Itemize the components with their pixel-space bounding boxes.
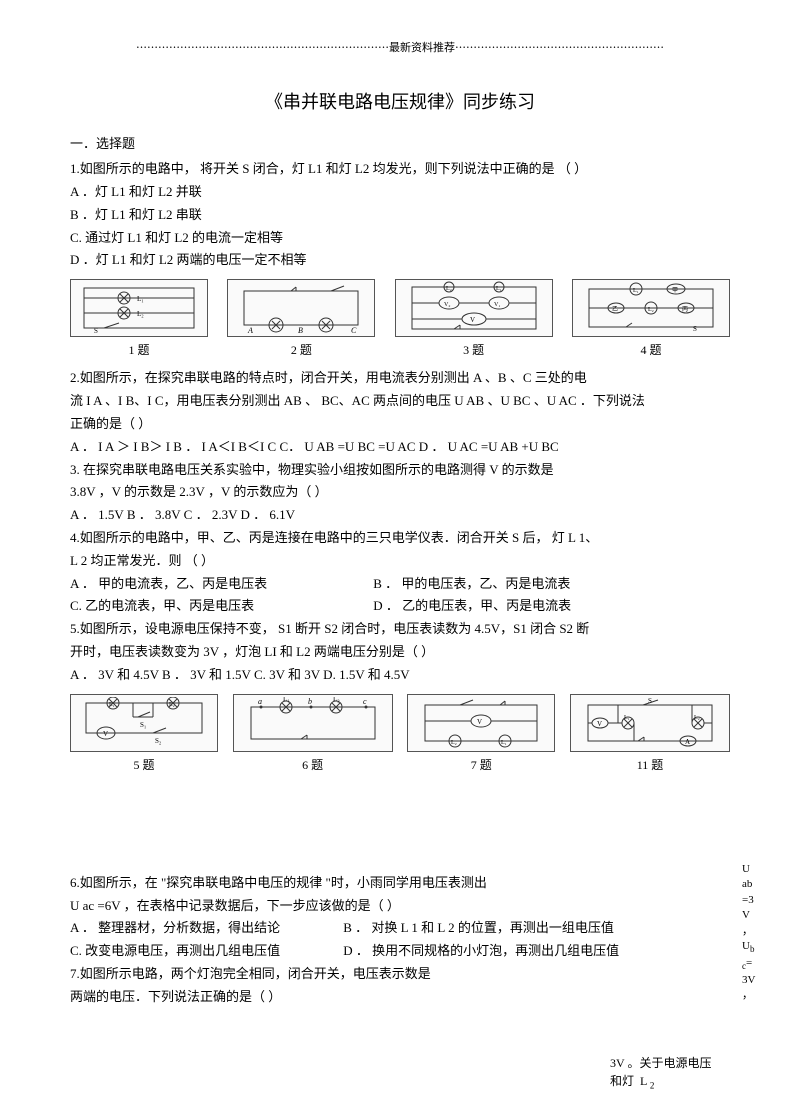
q2-opts: A ． I A ＞ I B＞ I B ． I A＜I B＜I C C． U AB… — [70, 437, 730, 458]
svg-text:S₁: S₁ — [140, 721, 146, 729]
q4-optC: C. 乙的电流表，甲、丙是电压表 — [70, 596, 370, 617]
svg-text:L₂: L₂ — [169, 702, 175, 708]
q2-line3: 正确的是（ ） — [70, 414, 730, 435]
svg-text:S₂: S₂ — [155, 737, 162, 745]
margin-note-right: Uab=3V，Ubc=3V， — [742, 862, 772, 1003]
q6-optC: C. 改变电源电压，再测出几组电压值 — [70, 941, 340, 962]
circuit-fig-3: L₂ L₁ V₂ V₁ V — [395, 279, 553, 337]
section-heading: 一．选择题 — [70, 134, 730, 155]
svg-text:B: B — [298, 326, 303, 333]
fig-label: 6 题 — [233, 756, 393, 775]
svg-text:L₁: L₁ — [137, 295, 144, 303]
q4-optsCD: C. 乙的电流表，甲、丙是电压表 D ． 乙的电压表，甲、丙是电流表 — [70, 596, 730, 617]
q4-optD: D ． 乙的电压表，甲、丙是电流表 — [373, 596, 571, 617]
svg-text:L₁: L₁ — [109, 702, 115, 708]
svg-text:V₁: V₁ — [494, 302, 500, 308]
q6-optsAB: A ． 整理器材，分析数据，得出结论 B ． 对换 L 1 和 L 2 的位置，… — [70, 918, 730, 939]
svg-text:L₂: L₂ — [333, 697, 340, 703]
q6-line2: U ac =6V ，在表格中记录数据后，下一步应该做的是（ ） — [70, 896, 730, 917]
svg-text:L₂: L₂ — [648, 307, 654, 313]
q1-optA: A ．灯 L1 和灯 L2 并联 — [70, 182, 730, 203]
q5-opts: A ． 3V 和 4.5V B ． 3V 和 1.5V C. 3V 和 3V D… — [70, 665, 730, 686]
svg-text:a: a — [258, 697, 262, 706]
circuit-fig-1: L₁ L₂ S — [70, 279, 208, 337]
fig-label: 7 题 — [407, 756, 555, 775]
svg-text:C: C — [351, 326, 357, 333]
circuit-fig-5: L₁ L₂ S₁ V S₂ — [70, 694, 218, 752]
q4-line2: L 2 均正常发光．则 （ ） — [70, 551, 730, 572]
svg-text:V: V — [597, 720, 602, 728]
circuit-fig-2: 甲 乙 A B C — [227, 279, 375, 337]
svg-text:A: A — [685, 738, 690, 746]
figure-labels-2: 5 题 6 题 7 题 11 题 — [70, 756, 730, 775]
margin-note-bottom: 3V 。关于电源电压和灯 L 2 — [610, 1054, 740, 1093]
q2-line2: 流 I A 、I B、I C，用电压表分别测出 AB 、 BC、AC 两点间的电… — [70, 391, 730, 412]
header-decoration: ⋯⋯⋯⋯⋯⋯⋯⋯⋯⋯⋯⋯⋯⋯⋯⋯⋯⋯⋯⋯⋯⋯⋯最新资料推荐⋯⋯⋯⋯⋯⋯⋯⋯⋯⋯⋯… — [70, 40, 730, 58]
svg-text:V₂: V₂ — [444, 302, 450, 308]
svg-text:S: S — [648, 697, 652, 705]
svg-text:L₂: L₂ — [137, 310, 144, 318]
page-title: 《串并联电路电压规律》同步练习 — [70, 88, 730, 117]
q3-opts: A ． 1.5V B ． 3.8V C ． 2.3V D ． 6.1V — [70, 505, 730, 526]
q4-optA: A ． 甲的电流表，乙、丙是电压表 — [70, 574, 370, 595]
q3-line2: 3.8V ，V 的示数是 2.3V ，V 的示数应为（ ） — [70, 482, 730, 503]
q6-line1: 6.如图所示，在 "探究串联电路中电压的规律 "时，小雨同学用电压表测出 — [70, 873, 730, 894]
svg-text:L₂: L₂ — [451, 740, 457, 746]
svg-text:L₂: L₂ — [446, 286, 452, 292]
circuit-fig-11: S V L₁ L₂ A — [570, 694, 730, 752]
circuit-fig-4: L₁ 甲 乙 L₂ 丙 S — [572, 279, 730, 337]
fig-label: 1 题 — [70, 341, 208, 360]
q4-optB: B ． 甲的电压表，乙、丙是电流表 — [373, 574, 570, 595]
figure-row-1: L₁ L₂ S 甲 乙 A B C L₂ L₁ — [70, 279, 730, 337]
figure-labels-1: 1 题 2 题 3 题 4 题 — [70, 341, 730, 360]
q1-optC: C. 通过灯 L1 和灯 L2 的电流一定相等 — [70, 228, 730, 249]
svg-text:L₁: L₁ — [633, 288, 639, 294]
q4-optsAB: A ． 甲的电流表，乙、丙是电压表 B ． 甲的电压表，乙、丙是电流表 — [70, 574, 730, 595]
q6-optsCD: C. 改变电源电压，再测出几组电压值 D ． 换用不同规格的小灯泡，再测出几组电… — [70, 941, 730, 962]
q5-line1: 5.如图所示，设电源电压保持不变， S1 断开 S2 闭合时，电压表读数为 4.… — [70, 619, 730, 640]
svg-text:甲: 甲 — [672, 287, 678, 294]
svg-text:L₁: L₁ — [496, 286, 502, 292]
fig-label: 5 题 — [70, 756, 218, 775]
figure-row-2: L₁ L₂ S₁ V S₂ L₁ L₂ a b c — [70, 694, 730, 752]
q5-line2: 开时，电压表读数变为 3V ，灯泡 LI 和 L2 两端电压分别是（ ） — [70, 642, 730, 663]
svg-text:V: V — [477, 718, 482, 726]
svg-text:丙: 丙 — [682, 306, 688, 313]
q1-stem: 1.如图所示的电路中， 将开关 S 闭合，灯 L1 和灯 L2 均发光，则下列说… — [70, 159, 730, 180]
svg-text:S: S — [94, 327, 98, 333]
fig-label: 3 题 — [395, 341, 553, 360]
svg-text:c: c — [363, 697, 367, 706]
q7-line1: 7.如图所示电路，两个灯泡完全相同，闭合开关，电压表示数是 — [70, 964, 730, 985]
svg-text:L₁: L₁ — [501, 740, 507, 746]
fig-label: 11 题 — [570, 756, 730, 775]
q6-optB: B ． 对换 L 1 和 L 2 的位置，再测出一组电压值 — [343, 918, 614, 939]
svg-text:V: V — [103, 730, 108, 738]
svg-text:A: A — [247, 326, 253, 333]
fig-label: 2 题 — [227, 341, 375, 360]
svg-text:L₁: L₁ — [283, 697, 290, 703]
q7-line2: 两端的电压．下列说法正确的是（ ） — [70, 987, 730, 1008]
q2-line1: 2.如图所示，在探究串联电路的特点时，闭合开关，用电流表分别测出 A 、B 、C… — [70, 368, 730, 389]
circuit-fig-6: L₁ L₂ a b c — [233, 694, 393, 752]
svg-text:S: S — [693, 325, 697, 333]
q1-optB: B ．灯 L1 和灯 L2 串联 — [70, 205, 730, 226]
svg-text:乙: 乙 — [612, 306, 618, 313]
fig-label: 4 题 — [572, 341, 730, 360]
svg-text:b: b — [308, 697, 312, 706]
q4-line1: 4.如图所示的电路中，甲、乙、丙是连接在电路中的三只电学仪表．闭合开关 S 后，… — [70, 528, 730, 549]
q3-line2-text: 3.8V ，V 的示数是 2.3V ，V 的示数应为（ ） — [70, 484, 328, 499]
circuit-fig-7: V L₂ L₁ — [407, 694, 555, 752]
svg-text:V: V — [470, 316, 475, 324]
q3-line1: 3. 在探究串联电路电压关系实验中，物理实验小组按如图所示的电路测得 V 的示数… — [70, 460, 730, 481]
q6-optD: D ． 换用不同规格的小灯泡，再测出几组电压值 — [343, 941, 619, 962]
q6-optA: A ． 整理器材，分析数据，得出结论 — [70, 918, 340, 939]
q1-optD: D ．灯 L1 和灯 L2 两端的电压一定不相等 — [70, 250, 730, 271]
